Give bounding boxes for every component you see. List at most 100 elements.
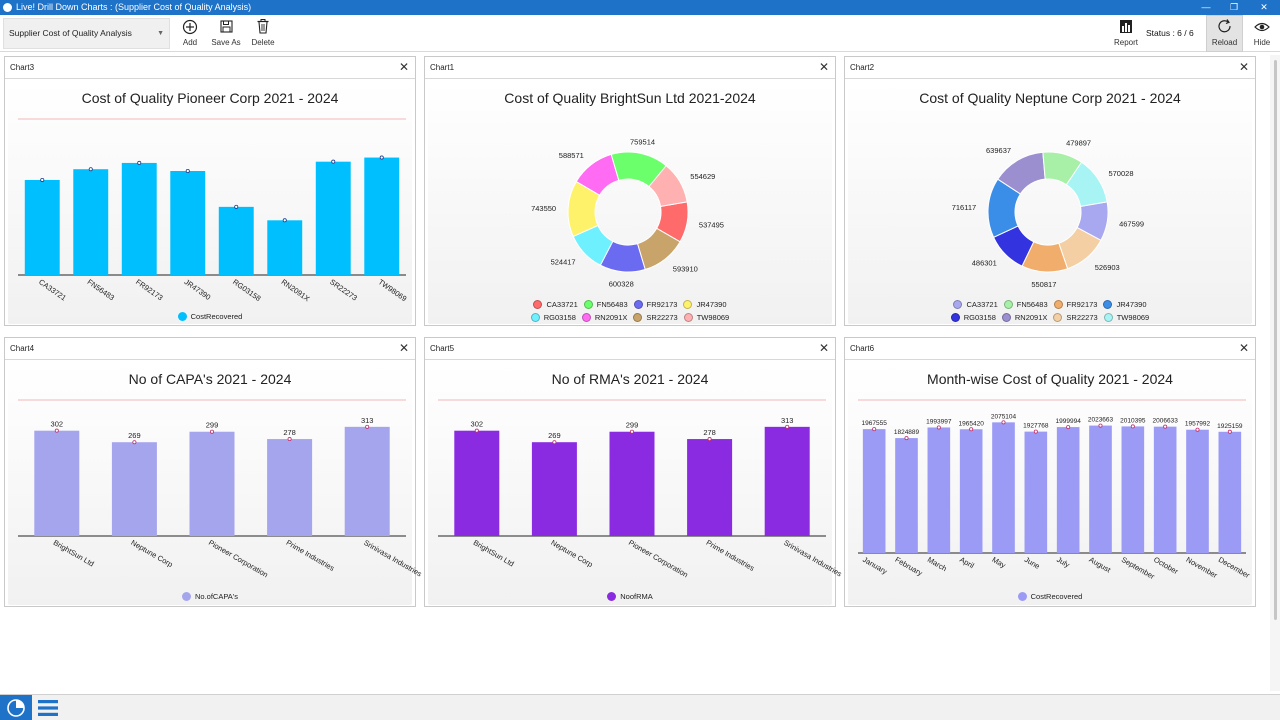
donut-slice[interactable] — [1065, 161, 1108, 207]
bar[interactable] — [1121, 426, 1145, 553]
legend-swatch — [583, 300, 593, 309]
bar[interactable] — [34, 430, 80, 536]
dashboard-view-button[interactable] — [0, 695, 32, 720]
data-label: 269 — [548, 431, 561, 440]
report-button[interactable]: Report — [1112, 17, 1140, 51]
legend-label: SR22273 — [646, 313, 678, 322]
bar[interactable] — [111, 442, 157, 536]
data-label: 2010395 — [1120, 417, 1146, 424]
bar[interactable] — [992, 422, 1015, 553]
x-tick-label: BrightSun Ltd — [472, 538, 516, 569]
slice-label: 486301 — [972, 259, 997, 268]
legend-item: FR92173 — [633, 300, 677, 309]
bar-marker — [282, 218, 287, 223]
bar[interactable] — [24, 179, 60, 275]
x-tick-label: Prime Industries — [705, 538, 757, 573]
bar[interactable] — [1024, 431, 1048, 553]
x-tick-label: September — [1120, 555, 1157, 581]
bar-marker — [872, 427, 877, 432]
scrollbar-thumb[interactable] — [1274, 60, 1277, 620]
reload-button[interactable]: Reload — [1206, 15, 1243, 52]
x-tick-label: January — [861, 555, 889, 576]
x-tick-label: March — [926, 555, 949, 573]
bar[interactable] — [1089, 425, 1112, 553]
donut-slice[interactable] — [648, 165, 688, 207]
chart-legend: CA33721 FN56483 FR92173 JR47390 RG03158 RN209… — [848, 300, 1252, 326]
bar[interactable] — [73, 169, 109, 275]
legend-label: JR47390 — [696, 300, 727, 309]
bar[interactable] — [927, 427, 951, 553]
data-label: 302 — [51, 420, 64, 429]
legend-label: CostRecovered — [190, 312, 243, 321]
bar[interactable] — [364, 157, 400, 275]
bar[interactable] — [1186, 429, 1209, 553]
x-tick-label: Neptune Corp — [129, 538, 174, 569]
chart-title: Month-wise Cost of Quality 2021 - 2024 — [927, 371, 1173, 387]
data-label: 2023663 — [1088, 417, 1114, 424]
chart-legend: No.ofCAPA's — [8, 592, 412, 601]
x-tick-label: May — [991, 555, 1008, 570]
chart-panel-chart4: Chart4 ✕ No of CAPA's 2021 - 2024 302 Bri… — [4, 337, 424, 607]
chart-title: Cost of Quality Pioneer Corp 2021 - 2024 — [81, 90, 339, 106]
legend-item: FN56483 — [1003, 300, 1048, 309]
legend-item: RG03158 — [530, 313, 576, 322]
bar-marker — [379, 155, 384, 160]
dashboard-selector[interactable]: Supplier Cost of Quality Analysis ▼ — [3, 18, 170, 49]
bar[interactable] — [531, 442, 577, 536]
x-tick-label: Srinivasa Industries — [362, 538, 423, 579]
minimize-icon[interactable]: — — [1201, 2, 1211, 12]
bar[interactable] — [1218, 431, 1242, 553]
data-label: 269 — [128, 431, 141, 440]
close-panel-icon[interactable]: ✕ — [818, 60, 829, 74]
bar[interactable] — [315, 161, 351, 275]
bar[interactable] — [609, 431, 655, 536]
bar[interactable] — [218, 206, 254, 275]
close-window-icon[interactable]: ✕ — [1260, 2, 1268, 12]
reload-label: Reload — [1211, 38, 1238, 47]
chart-panel-chart5: Chart5 ✕ No of RMA's 2021 - 2024 302 Brig… — [424, 337, 844, 607]
bar[interactable] — [454, 430, 500, 536]
bar-marker — [365, 424, 370, 429]
bar[interactable] — [344, 426, 390, 536]
bar[interactable] — [895, 438, 918, 553]
bar[interactable] — [764, 426, 810, 536]
bar[interactable] — [687, 439, 733, 536]
close-panel-icon[interactable]: ✕ — [398, 60, 409, 74]
panel-header: Chart3 ✕ — [5, 57, 415, 79]
add-label: Add — [182, 38, 198, 47]
panel-header: Chart1 ✕ — [425, 57, 835, 79]
slice-label: 639637 — [986, 146, 1011, 155]
bar[interactable] — [121, 162, 157, 275]
bar[interactable] — [170, 171, 206, 275]
legend-swatch — [633, 300, 643, 309]
legend-swatch — [950, 313, 960, 322]
bar-marker — [54, 428, 59, 433]
save-as-button[interactable]: Save As — [210, 17, 242, 51]
bar[interactable] — [1056, 427, 1080, 553]
close-panel-icon[interactable]: ✕ — [1238, 341, 1249, 355]
bar[interactable] — [959, 429, 983, 553]
bar[interactable] — [189, 431, 235, 536]
slice-label: 600328 — [609, 280, 634, 289]
bar[interactable] — [862, 429, 886, 553]
slice-label: 526903 — [1095, 263, 1120, 272]
bar[interactable] — [1153, 426, 1177, 553]
add-button[interactable]: Add — [178, 17, 202, 51]
list-view-button[interactable] — [35, 695, 61, 720]
data-label: 1999994 — [1056, 418, 1082, 425]
close-panel-icon[interactable]: ✕ — [818, 341, 829, 355]
bar[interactable] — [267, 220, 303, 275]
close-panel-icon[interactable]: ✕ — [398, 341, 409, 355]
pie-chart-icon — [7, 699, 25, 717]
bar[interactable] — [267, 439, 313, 536]
hide-button[interactable]: Hide — [1250, 17, 1274, 51]
bar-marker — [1130, 424, 1135, 429]
x-tick-label: RG03158 — [231, 277, 262, 303]
bar-chart: 302 BrightSun Ltd 269 Neptune Corp 299 Pionee… — [18, 399, 424, 579]
close-panel-icon[interactable]: ✕ — [1238, 60, 1249, 74]
bar-marker — [1001, 420, 1006, 425]
restore-icon[interactable]: ❐ — [1229, 2, 1239, 12]
bar-marker — [137, 160, 142, 165]
delete-button[interactable]: Delete — [250, 17, 276, 51]
legend-label: NoofRMA — [620, 592, 653, 601]
